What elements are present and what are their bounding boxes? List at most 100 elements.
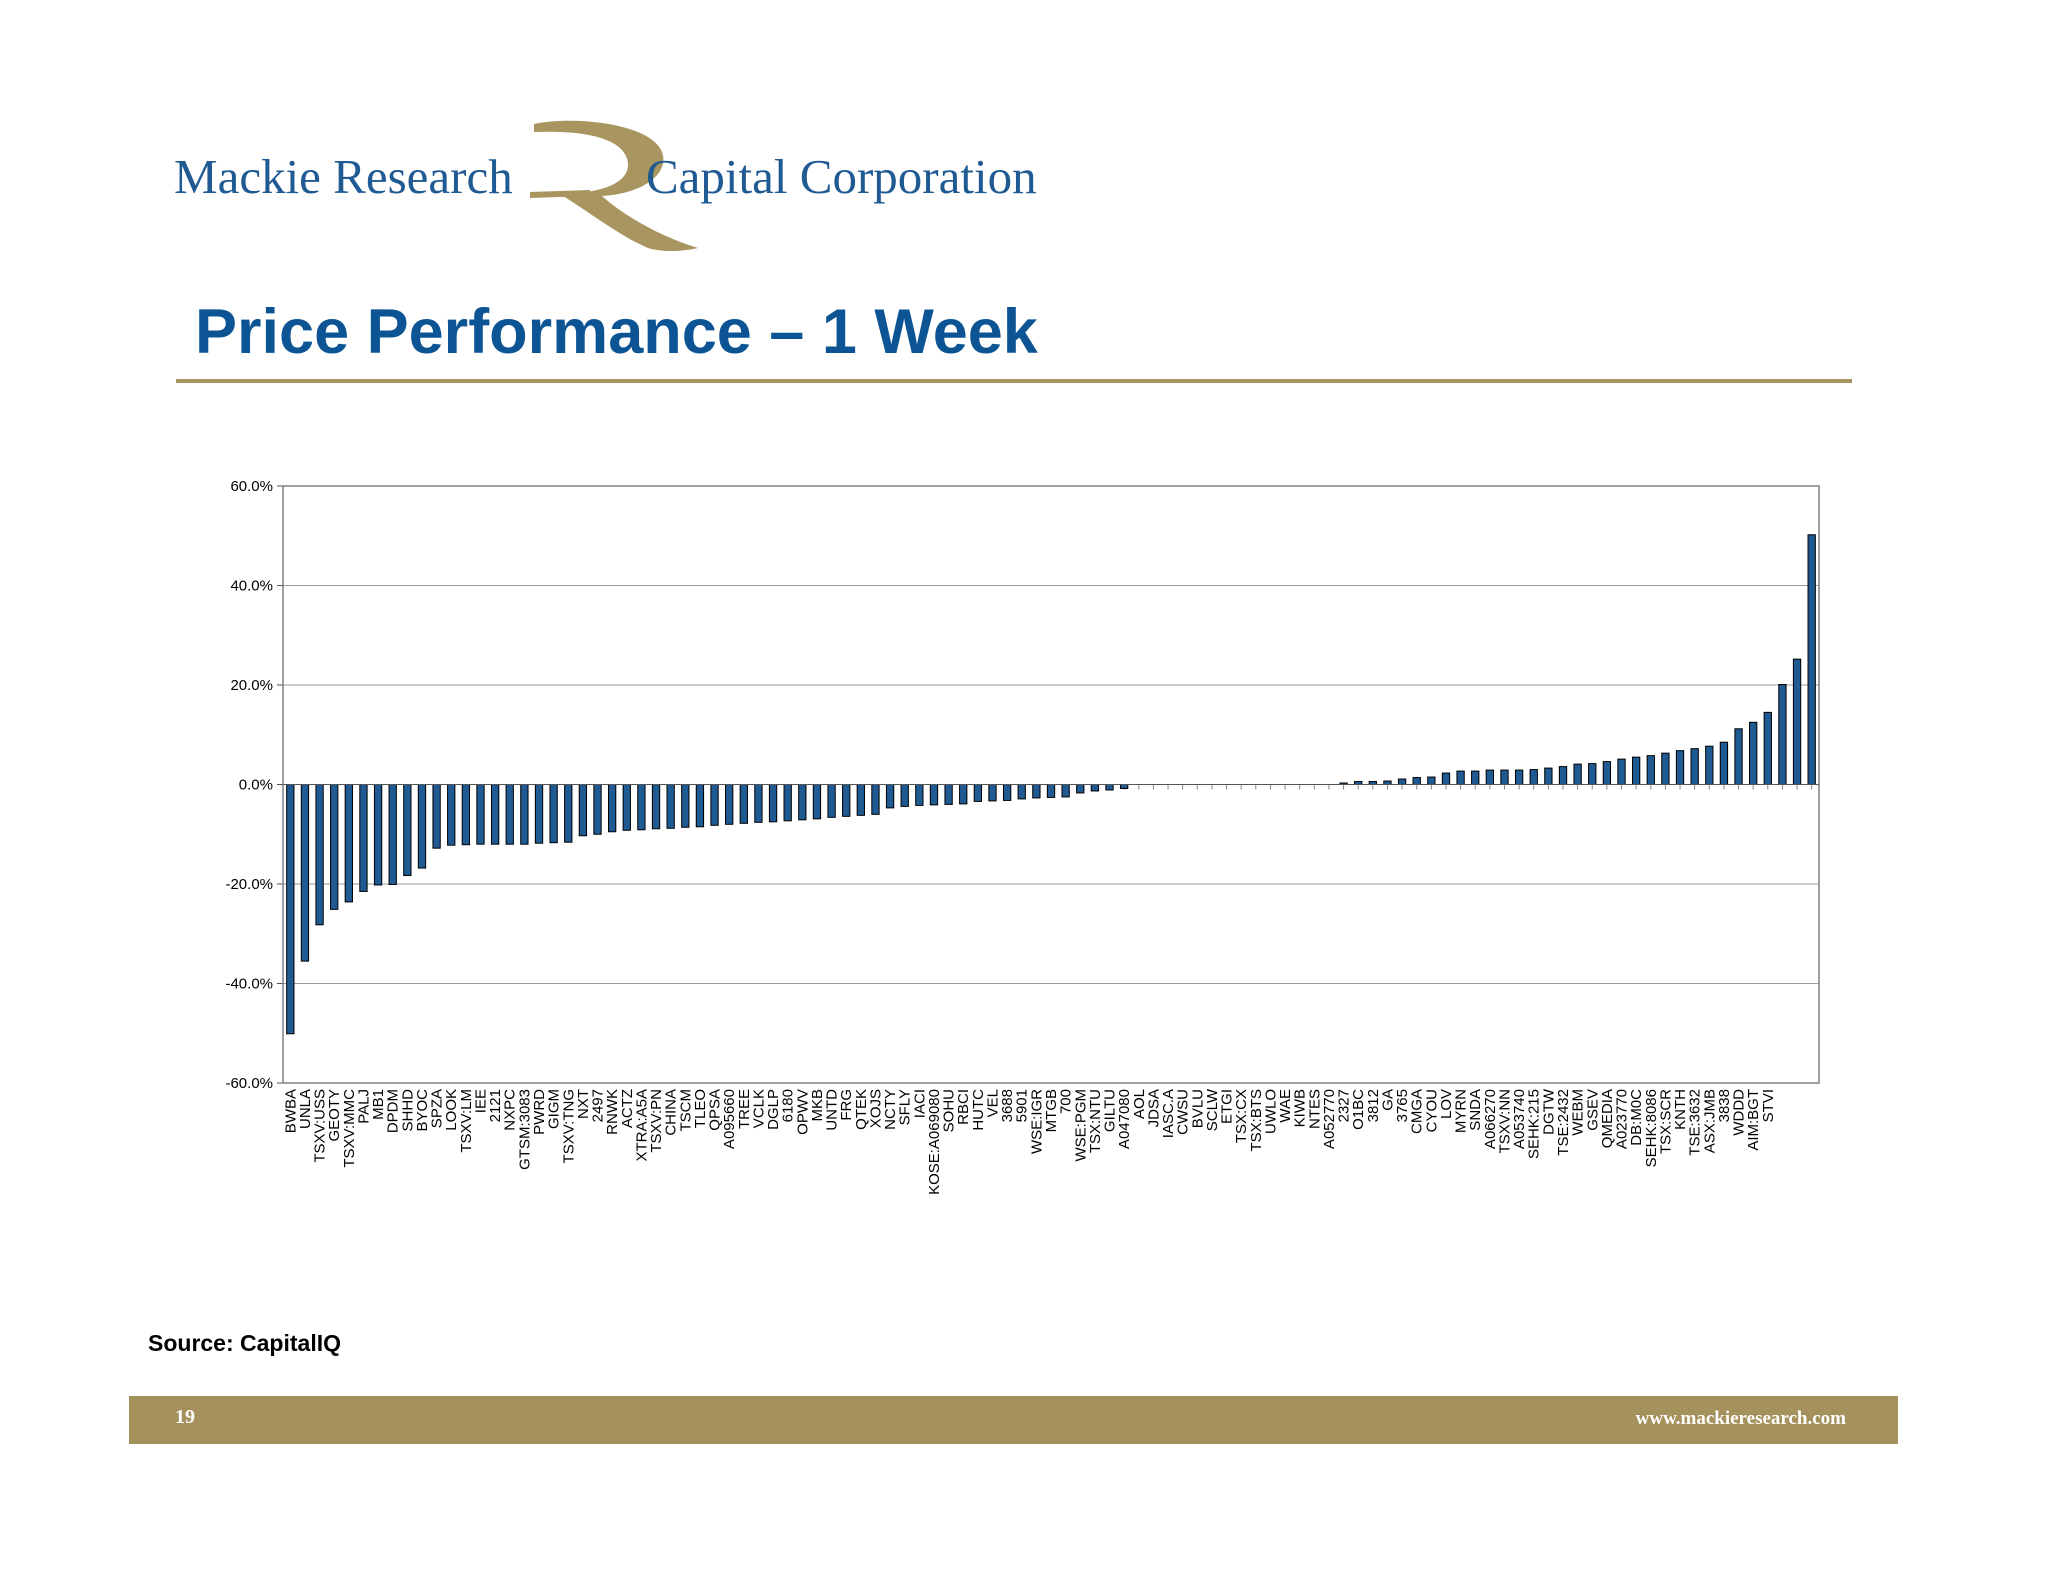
- bar: [666, 784, 675, 829]
- x-tick-label: A095660: [721, 1089, 738, 1149]
- x-tick-label: JDSA: [1145, 1089, 1162, 1127]
- x-tick-label: IACI: [911, 1089, 928, 1118]
- x-tick-label: TSX:CX: [1233, 1089, 1250, 1143]
- bar: [710, 784, 719, 826]
- x-tick-label: 3765: [1394, 1089, 1411, 1122]
- x-tick-label: TSXV:LM: [458, 1089, 475, 1153]
- bar: [651, 784, 661, 830]
- bar: [1427, 776, 1436, 786]
- bar: [900, 784, 909, 807]
- x-tick-label: BWBA: [282, 1089, 299, 1133]
- x-tick-label: MYRN: [1453, 1089, 1470, 1133]
- source-note: Source: CapitalIQ: [148, 1330, 341, 1356]
- x-tick-label: ASX:JMB: [1701, 1089, 1718, 1153]
- bar: [944, 784, 953, 805]
- bar: [1690, 748, 1699, 785]
- bar: [1792, 658, 1802, 786]
- x-tick-label: MKB: [809, 1089, 826, 1122]
- bar: [915, 784, 924, 806]
- x-tick-label: NCTY: [882, 1089, 899, 1130]
- x-tick-label: BYOC: [414, 1089, 431, 1132]
- y-tick-label: -20.0%: [225, 876, 273, 893]
- bar: [1705, 745, 1714, 786]
- bar: [768, 784, 778, 823]
- x-tick-label: DB:M0C: [1628, 1089, 1645, 1146]
- x-tick-label: TSX:NTU: [1087, 1089, 1104, 1153]
- x-tick-label: BVLU: [1189, 1089, 1206, 1128]
- bar: [1778, 684, 1787, 785]
- x-tick-label: MB1: [370, 1089, 387, 1120]
- bar: [783, 784, 792, 822]
- x-tick-label: UWLO: [1262, 1089, 1279, 1134]
- x-tick-label: DPDM: [385, 1089, 402, 1133]
- x-tick-label: QTEK: [853, 1089, 870, 1130]
- bar: [593, 784, 602, 835]
- x-tick-label: GA: [1379, 1089, 1396, 1111]
- logo-r-mark-icon: [530, 120, 698, 251]
- x-tick-label: STVI: [1760, 1089, 1777, 1122]
- x-tick-label: XOJS: [867, 1089, 884, 1128]
- bar: [871, 784, 880, 815]
- bar: [1456, 770, 1465, 786]
- bar: [1763, 711, 1772, 785]
- page-number: 19: [175, 1406, 195, 1428]
- bar: [754, 784, 763, 823]
- bar: [1017, 784, 1026, 800]
- x-tick-label: 2121: [487, 1089, 504, 1122]
- bar: [1471, 770, 1480, 786]
- logo: Mackie Research Capital Corporation: [174, 118, 1074, 258]
- x-tick-label: PALJ: [355, 1089, 372, 1124]
- bar: [1646, 755, 1655, 785]
- bar: [1734, 728, 1743, 785]
- bar: [1119, 784, 1129, 789]
- x-tick-label: 3688: [999, 1089, 1016, 1122]
- x-tick-label: DGTW: [1540, 1088, 1557, 1135]
- x-tick-label: FRG: [838, 1089, 855, 1121]
- x-tick-label: GILTU: [1102, 1089, 1119, 1132]
- x-tick-label: 700: [1058, 1089, 1075, 1114]
- bar: [856, 784, 865, 816]
- x-tick-label: CYOU: [1423, 1089, 1440, 1132]
- bar: [578, 784, 588, 837]
- bar: [1588, 763, 1597, 786]
- x-tick-label: TSXV:MMC: [341, 1089, 358, 1168]
- x-tick-label: WDDD: [1731, 1089, 1748, 1136]
- x-tick-label: O1BC: [1350, 1089, 1367, 1130]
- bar: [1617, 758, 1626, 786]
- bar: [1661, 752, 1670, 786]
- x-tick-label: KOSE:A069080: [926, 1089, 943, 1195]
- x-tick-label: 3838: [1716, 1089, 1733, 1122]
- bar: [1573, 763, 1582, 786]
- x-tick-label: RBCI: [955, 1089, 972, 1125]
- x-tick-label: IASC.A: [1160, 1089, 1177, 1138]
- x-tick-label: SCLW: [1204, 1088, 1221, 1131]
- x-tick-label: NXT: [575, 1089, 592, 1119]
- footer-url-link[interactable]: www.mackieresearch.com: [1635, 1408, 1846, 1429]
- x-tick-label: SOHU: [941, 1089, 958, 1132]
- bar: [1544, 767, 1553, 785]
- x-tick-label: TSXV:PN: [648, 1089, 665, 1153]
- bar: [1500, 769, 1509, 786]
- title-divider: [176, 379, 1852, 383]
- page-title: Price Performance – 1 Week: [195, 297, 1038, 367]
- bar: [695, 784, 705, 828]
- x-tick-label: WEBM: [1570, 1089, 1587, 1136]
- bar: [403, 784, 412, 877]
- bar: [1397, 778, 1407, 785]
- bar: [373, 784, 383, 886]
- bar: [505, 784, 514, 845]
- x-tick-label: SHHD: [399, 1089, 416, 1132]
- x-tick-label: QPSA: [707, 1089, 724, 1131]
- bar: [1602, 761, 1612, 785]
- x-tick-label: WSE:PGM: [1072, 1089, 1089, 1162]
- bar: [739, 784, 748, 824]
- x-tick-label: MTGB: [1043, 1089, 1060, 1132]
- bar: [315, 784, 324, 926]
- y-tick-label: 60.0%: [230, 478, 273, 495]
- x-tick-label: A023770: [1614, 1089, 1631, 1149]
- bar: [1807, 534, 1816, 785]
- bar: [725, 784, 734, 825]
- x-tick-label: TREE: [736, 1089, 753, 1129]
- x-tick-label: GSEV: [1584, 1089, 1601, 1131]
- x-tick-label: 5901: [1014, 1089, 1031, 1122]
